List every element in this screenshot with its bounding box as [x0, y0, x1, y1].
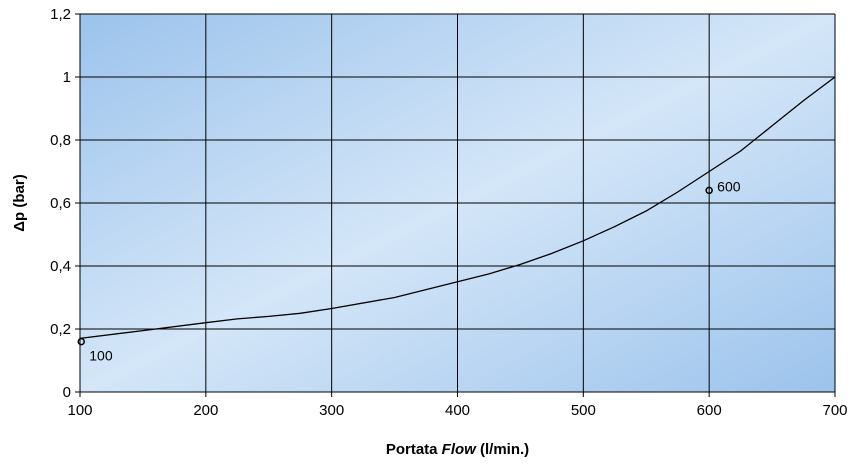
y-tick-label: 0 — [63, 384, 71, 401]
x-tick-label: 600 — [697, 402, 722, 419]
y-tick-label: 1 — [63, 69, 71, 86]
y-tick-label: 0,4 — [50, 258, 71, 275]
y-tick-label: 0,8 — [50, 132, 71, 149]
series-line-0 — [79, 76, 836, 340]
x-axis-title: Portata Flow (l/min.) — [386, 441, 529, 458]
point-layer: 100 600 — [77, 178, 741, 364]
x-tick-label: 100 — [67, 402, 92, 419]
x-tick-label: 300 — [319, 402, 344, 419]
x-tick-label: 400 — [445, 402, 470, 419]
data-point-label: 100 — [89, 348, 113, 364]
y-axis-title: Δp (bar) — [11, 174, 28, 231]
x-tick-labels: 100 200 300 400 500 600 700 — [67, 402, 847, 419]
data-point-100 — [77, 337, 86, 346]
series-layer — [79, 76, 836, 340]
grid — [75, 13, 836, 397]
x-tick-label: 500 — [571, 402, 596, 419]
data-point-600 — [705, 186, 713, 195]
y-tick-label: 0,2 — [50, 321, 71, 338]
x-tick-label: 700 — [822, 402, 847, 419]
data-point-label: 600 — [717, 178, 741, 194]
y-tick-label: 0,6 — [50, 195, 71, 212]
y-tick-label: 1,2 — [50, 6, 71, 23]
x-tick-label: 200 — [193, 402, 218, 419]
y-tick-labels: 0 0,2 0,4 0,6 0,8 1 1,2 — [50, 6, 71, 401]
